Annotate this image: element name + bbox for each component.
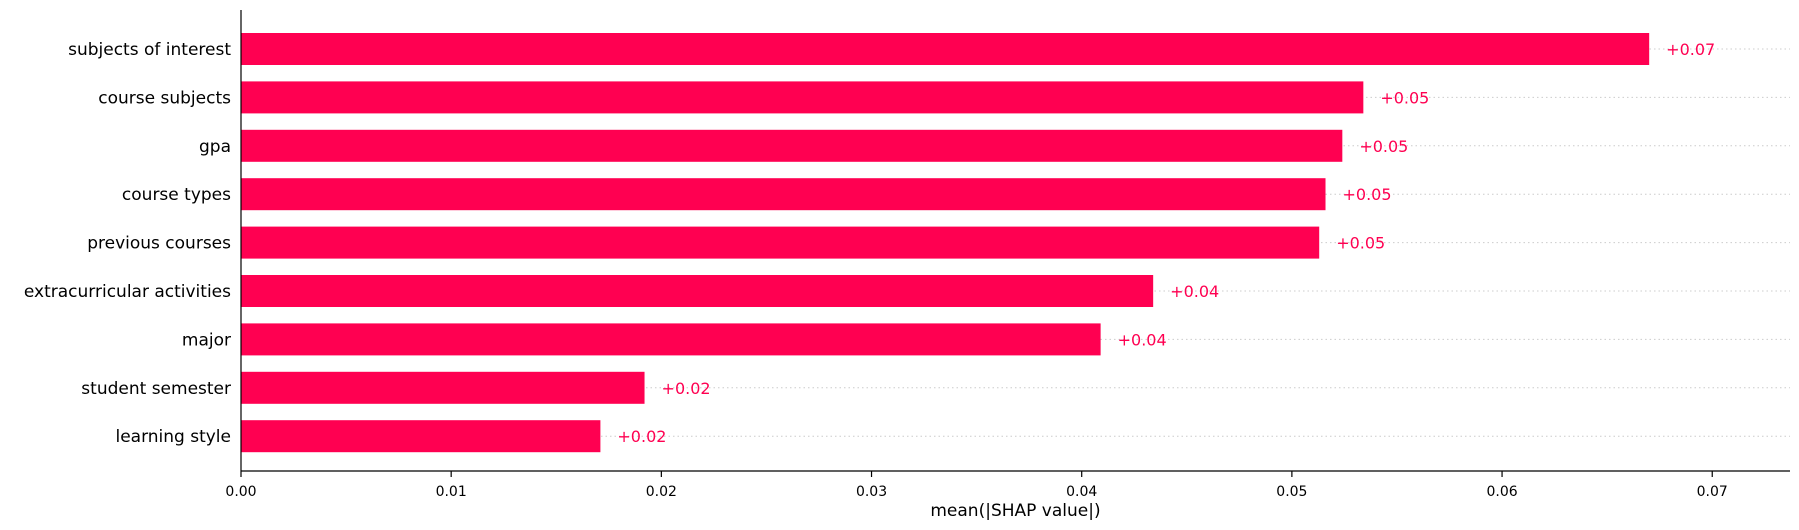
x-tick-label: 0.04 — [1066, 484, 1097, 500]
value-label: +0.02 — [662, 379, 711, 398]
x-tick-label: 0.00 — [225, 484, 256, 500]
value-labels-group: +0.07 +0.05 +0.05 +0.05 +0.05 +0.04 +0.04 +0.02… — [617, 40, 1715, 446]
x-tick-label: 0.05 — [1276, 484, 1307, 500]
bars-group — [241, 33, 1650, 453]
value-label: +0.02 — [617, 427, 666, 446]
category-label: gpa — [199, 137, 231, 157]
bar — [241, 371, 645, 404]
category-labels-group: subjects of interest course subjects gpa co… — [24, 40, 231, 447]
category-label: student semester — [81, 379, 231, 399]
category-label: course subjects — [98, 88, 231, 108]
value-label: +0.05 — [1359, 137, 1408, 156]
x-tick-label: 0.06 — [1486, 484, 1517, 500]
category-label: learning style — [115, 427, 231, 447]
value-label: +0.04 — [1170, 282, 1219, 301]
category-label: major — [182, 330, 231, 350]
bar — [241, 129, 1343, 162]
value-label: +0.07 — [1666, 40, 1715, 59]
bar — [241, 323, 1101, 356]
bar — [241, 178, 1326, 211]
category-label: course types — [122, 185, 231, 205]
bar — [241, 275, 1154, 307]
x-tick-label: 0.03 — [856, 484, 887, 500]
category-label: subjects of interest — [68, 40, 231, 60]
x-tick-label: 0.01 — [436, 484, 467, 500]
x-tick-label: 0.02 — [646, 484, 677, 500]
category-label: previous courses — [87, 234, 231, 254]
value-label: +0.04 — [1118, 330, 1167, 349]
x-tick-label: 0.07 — [1697, 484, 1728, 500]
value-label: +0.05 — [1343, 185, 1392, 204]
bar — [241, 226, 1320, 259]
category-label: extracurricular activities — [24, 282, 231, 302]
bar — [241, 33, 1650, 65]
value-label: +0.05 — [1380, 88, 1429, 107]
bar — [241, 420, 601, 453]
bar — [241, 81, 1364, 114]
x-axis-title: mean(|SHAP value|) — [930, 501, 1100, 521]
value-label: +0.05 — [1336, 234, 1385, 253]
x-ticks-group: 0.00 0.01 0.02 0.03 0.04 0.05 0.06 0.07 — [225, 471, 1728, 500]
